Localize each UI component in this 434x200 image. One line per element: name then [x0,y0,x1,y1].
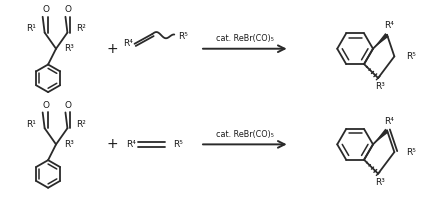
Text: R⁵: R⁵ [405,52,415,61]
Text: R⁴: R⁴ [383,117,393,126]
Polygon shape [372,33,388,49]
Text: cat. ReBr(CO)₅: cat. ReBr(CO)₅ [215,130,273,139]
Text: +: + [107,42,118,56]
Polygon shape [372,129,388,144]
Text: R⁴: R⁴ [383,21,393,30]
Text: R³: R³ [64,140,74,149]
Text: R⁵: R⁵ [173,140,183,149]
Text: R²: R² [76,120,86,129]
Text: O: O [65,101,72,110]
Text: R³: R³ [374,82,384,91]
Text: R⁴: R⁴ [125,140,135,149]
Text: R²: R² [76,24,86,33]
Text: cat. ReBr(CO)₅: cat. ReBr(CO)₅ [215,34,273,43]
Text: O: O [42,5,49,14]
Text: O: O [42,101,49,110]
Text: R⁴: R⁴ [122,39,132,48]
Text: O: O [65,5,72,14]
Text: +: + [107,137,118,151]
Text: R¹: R¹ [26,120,36,129]
Text: R¹: R¹ [26,24,36,33]
Text: R⁵: R⁵ [178,32,187,41]
Text: R⁵: R⁵ [405,148,415,157]
Text: R³: R³ [64,44,74,53]
Text: R³: R³ [374,178,384,187]
